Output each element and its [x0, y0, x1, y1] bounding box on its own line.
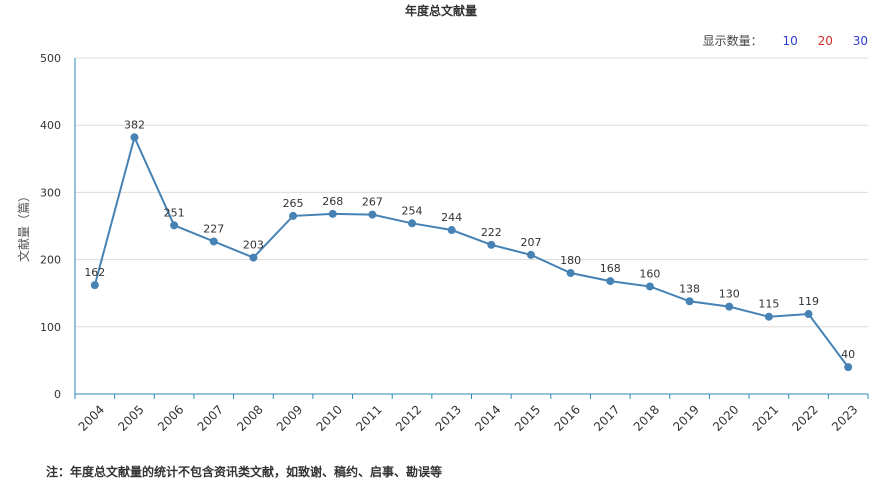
- data-label: 254: [402, 204, 423, 217]
- data-label: 382: [124, 118, 145, 131]
- data-label: 40: [841, 348, 855, 361]
- x-tick-label: 2019: [670, 402, 701, 433]
- data-point: [289, 211, 298, 220]
- data-point: [447, 226, 456, 235]
- data-label: 207: [520, 236, 541, 249]
- x-tick-label: 2014: [472, 402, 503, 433]
- x-tick-label: 2018: [631, 402, 662, 433]
- data-label: 180: [560, 254, 581, 267]
- data-label: 130: [719, 288, 740, 301]
- data-label: 265: [283, 197, 304, 210]
- x-tick-label: 2017: [591, 402, 622, 433]
- y-tick-label: 0: [54, 388, 61, 401]
- x-tick-label: 2011: [353, 402, 384, 433]
- count-selector: 显示数量： 10 20 30: [703, 32, 868, 49]
- x-tick-label: 2008: [234, 402, 265, 433]
- x-tick-label: 2012: [393, 402, 424, 433]
- data-label: 227: [203, 222, 224, 235]
- data-point: [328, 209, 337, 218]
- x-tick-label: 2007: [195, 402, 226, 433]
- data-point: [90, 281, 99, 290]
- x-tick-label: 2006: [155, 402, 186, 433]
- data-label: 138: [679, 282, 700, 295]
- y-tick-label: 500: [40, 52, 61, 65]
- data-point: [844, 363, 853, 372]
- x-tick-label: 2023: [829, 402, 860, 433]
- count-selector-label: 显示数量：: [702, 34, 763, 48]
- data-point: [725, 302, 734, 311]
- chart-title: 年度总文献量: [404, 4, 477, 18]
- count-option-20[interactable]: 20: [817, 34, 833, 48]
- data-series: [90, 133, 853, 372]
- data-labels: 162 382 251 227 203 265 268 267 254 244 222 207 180 1…: [84, 118, 855, 361]
- data-point: [606, 277, 615, 286]
- y-tick-label: 100: [40, 321, 61, 334]
- data-point: [645, 282, 654, 291]
- y-axis-label: 文献量（篇）: [16, 190, 31, 262]
- data-label: 162: [84, 266, 105, 279]
- x-tick-label: 2015: [512, 402, 543, 433]
- data-point: [764, 312, 773, 321]
- count-option-10[interactable]: 10: [782, 34, 798, 48]
- x-tick-label: 2009: [274, 402, 305, 433]
- data-point: [209, 237, 218, 246]
- data-label: 268: [322, 195, 343, 208]
- data-point: [526, 250, 535, 259]
- x-tick-label: 2020: [710, 402, 741, 433]
- data-label: 168: [600, 262, 621, 275]
- y-tick-label: 300: [40, 186, 61, 199]
- x-tick-label: 2013: [433, 402, 464, 433]
- grid-lines: [75, 57, 868, 328]
- data-point: [170, 221, 179, 230]
- series-line: [93, 134, 849, 368]
- y-tick-label: 400: [40, 119, 61, 132]
- data-point: [487, 240, 496, 249]
- data-point: [566, 269, 575, 278]
- data-label: 267: [362, 196, 383, 209]
- data-label: 119: [798, 295, 819, 308]
- data-label: 160: [639, 267, 660, 280]
- data-label: 222: [481, 226, 502, 239]
- footnote: 注：年度总文献量的统计不包含资讯类文献，如致谢、稿约、启事、勘误等: [46, 465, 443, 479]
- data-label: 203: [243, 239, 264, 252]
- data-point: [408, 219, 417, 228]
- x-tick-label: 2016: [551, 402, 582, 433]
- data-label: 251: [164, 206, 185, 219]
- data-point: [130, 133, 139, 142]
- x-tick-label: 2021: [750, 402, 781, 433]
- data-label: 115: [758, 298, 779, 311]
- count-option-30[interactable]: 30: [852, 34, 868, 48]
- x-tick-label: 2010: [314, 402, 345, 433]
- x-tick-label: 2005: [115, 402, 146, 433]
- y-tick-label: 200: [40, 254, 61, 267]
- axes: 0 100 200 300 400 500 2004 2005 2006 2007 2008 2009…: [40, 52, 869, 434]
- data-point: [685, 297, 694, 306]
- data-point: [804, 310, 813, 319]
- data-point: [368, 210, 377, 219]
- data-label: 244: [441, 211, 462, 224]
- x-tick-label: 2004: [76, 402, 107, 433]
- data-point: [249, 253, 258, 262]
- x-tick-label: 2022: [789, 402, 820, 433]
